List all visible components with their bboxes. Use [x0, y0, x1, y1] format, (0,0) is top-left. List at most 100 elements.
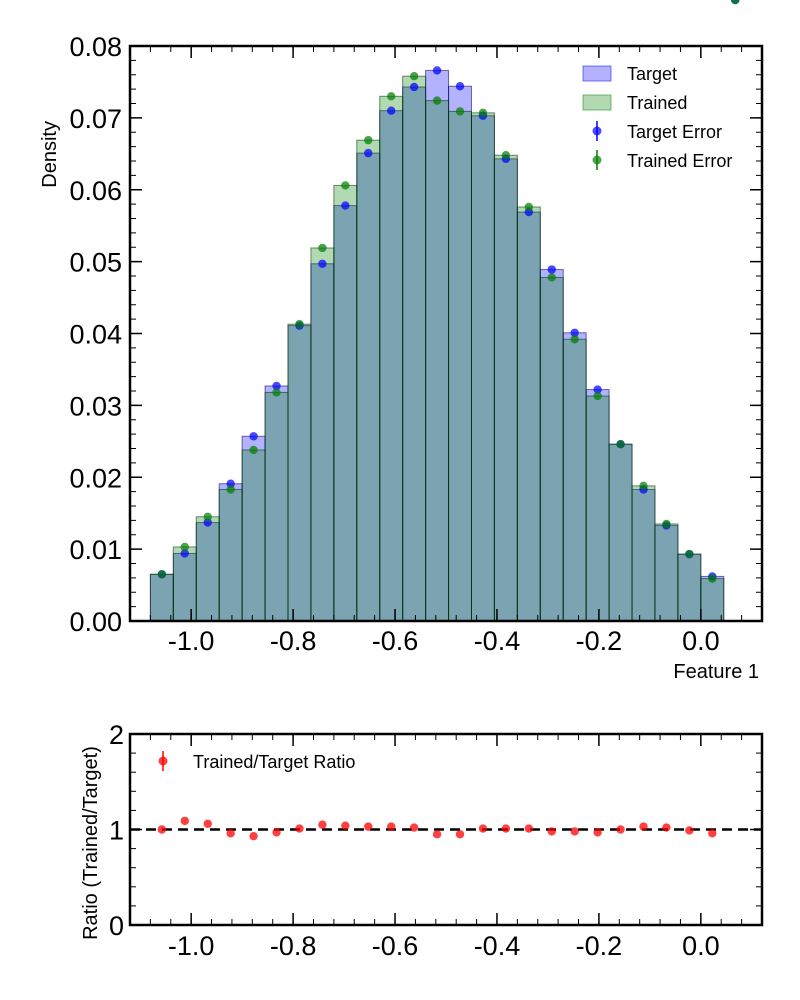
ratio-point	[432, 830, 442, 839]
ratio-y-tick-label: 0	[109, 911, 124, 941]
trained-error-point	[524, 202, 534, 212]
trained-bar	[470, 112, 495, 622]
target-error-point	[593, 385, 602, 394]
trained-error-point	[432, 96, 442, 105]
ratio-ticks: -1.0 -0.8 -0.6 -0.4 -0.2 0.0 0 1 2	[109, 720, 763, 961]
trained-bar	[195, 516, 220, 622]
trained-bar	[700, 578, 725, 622]
ratio-point	[593, 828, 602, 837]
x-tick-label: -0.8	[270, 626, 317, 656]
target-error-point	[272, 381, 281, 391]
ratio-point	[685, 826, 694, 835]
trained-error-point	[570, 335, 579, 344]
trained-error-point	[639, 481, 648, 491]
target-error-point	[364, 148, 373, 158]
y-tick-label: 0.00	[69, 607, 122, 637]
trained-bar	[631, 485, 656, 622]
trained-error-point	[731, 0, 740, 5]
ratio-point	[157, 825, 167, 834]
trained-error-point	[318, 243, 327, 253]
trained-bar	[448, 110, 472, 622]
legend-marker-trained-error	[592, 155, 602, 165]
ratio-point	[226, 829, 235, 838]
x-tick-label: -0.4	[474, 626, 521, 656]
trained-error-point	[226, 485, 235, 494]
trained-error-point	[662, 519, 671, 529]
target-error-point	[387, 106, 396, 115]
trained-error-point	[547, 273, 556, 282]
trained-error-point	[409, 71, 419, 81]
trained-bar	[677, 553, 702, 622]
trained-error-point	[295, 319, 304, 329]
ratio-point	[478, 824, 488, 833]
ratio-panel: -1.0 -0.8 -0.6 -0.4 -0.2 0.0 0 1 2 Ratio (Traine…	[80, 720, 764, 961]
ratio-point	[318, 820, 327, 829]
trained-bar	[379, 95, 404, 622]
legend-label-ratio: Trained/Target Ratio	[193, 752, 355, 772]
trained-error-point	[501, 151, 511, 160]
ratio-x-tick-label: -0.6	[372, 931, 419, 961]
trained-bar	[241, 449, 266, 622]
target-error-point	[409, 82, 419, 92]
trained-bar	[585, 395, 610, 622]
ratio-point	[295, 824, 304, 833]
target-error-point	[455, 82, 465, 91]
ratio-x-tick-label: -0.2	[576, 931, 623, 961]
trained-bar	[172, 546, 197, 622]
trained-bar	[218, 488, 243, 622]
target-error-point	[318, 259, 327, 268]
trained-bar	[516, 206, 541, 622]
ratio-point	[708, 829, 717, 838]
y-axis-label: Density	[39, 121, 61, 188]
trained-error-point	[180, 542, 189, 552]
legend-swatch-trained	[582, 94, 612, 111]
trained-error-point	[478, 108, 488, 118]
trained-bar	[149, 573, 174, 622]
error-points	[157, 0, 740, 583]
trained-bar	[264, 391, 289, 622]
legend-swatch-target	[582, 65, 612, 82]
legend-marker-target-error	[592, 126, 602, 136]
y-tick-label: 0.02	[69, 463, 122, 493]
trained-bar	[425, 100, 450, 622]
ratio-point	[387, 822, 396, 831]
target-error-point	[249, 432, 258, 441]
trained-bar	[654, 523, 679, 622]
ratio-point	[662, 823, 671, 832]
ratio-point	[364, 822, 373, 831]
target-error-point	[180, 549, 189, 558]
trained-bar	[310, 247, 335, 622]
target-error-point	[226, 479, 235, 488]
ratio-y-tick-label: 1	[109, 816, 124, 846]
trained-bar	[539, 276, 564, 622]
ratio-point	[616, 825, 625, 834]
trained-error-point	[387, 92, 396, 101]
trained-bar	[493, 154, 518, 622]
histogram-panel: -1.0 -0.8 -0.6 -0.4 -0.2 0.0 0.00 0.01 0.02 0.03 0…	[39, 0, 764, 683]
trained-error-point	[685, 549, 694, 559]
trained-error-point	[455, 107, 465, 116]
target-error-point	[547, 265, 556, 274]
ratio-point	[249, 831, 258, 841]
ratio-point	[501, 824, 511, 833]
ratio-point	[455, 830, 465, 839]
trained-bar	[402, 75, 427, 622]
trained-error-point	[203, 512, 212, 521]
ratio-point	[547, 827, 556, 836]
ratio-point	[272, 828, 281, 837]
ratio-x-tick-label: -0.8	[270, 931, 317, 961]
ratio-point	[409, 823, 419, 832]
ratio-point	[524, 824, 534, 833]
ratio-point	[570, 827, 579, 836]
ratio-x-tick-label: -0.4	[474, 931, 521, 961]
trained-error-point	[364, 135, 373, 145]
trained-error-point	[249, 445, 258, 455]
legend-marker-ratio	[158, 756, 168, 766]
y-tick-label: 0.08	[69, 32, 122, 62]
ratio-x-tick-label: 0.0	[682, 931, 720, 961]
y-tick-label: 0.07	[69, 104, 122, 134]
trained-error-point	[272, 388, 281, 397]
ratio-points	[157, 816, 717, 841]
trained-bar	[608, 443, 633, 622]
